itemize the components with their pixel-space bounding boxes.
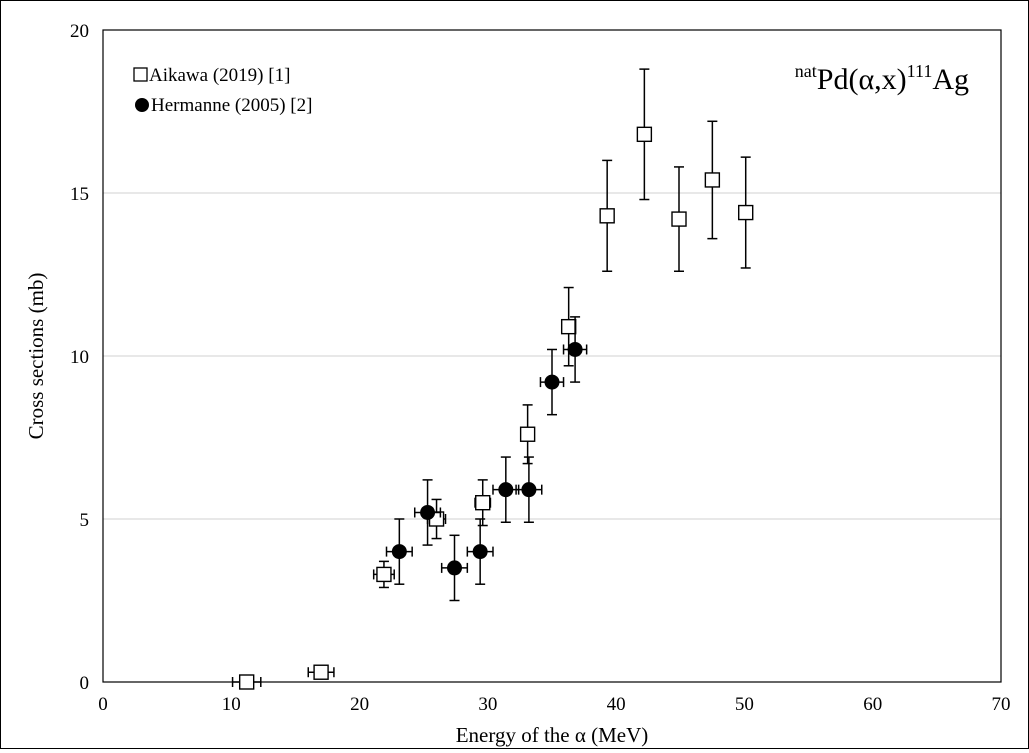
data-point-open-square xyxy=(738,204,754,221)
title-target-superscript: nat xyxy=(795,61,817,81)
data-point-filled-circle xyxy=(544,374,560,390)
y-tick-labels: 0 5 10 15 20 xyxy=(70,21,89,694)
data-point-open-square xyxy=(560,318,577,335)
x-tick-label: 40 xyxy=(607,694,626,715)
data-point-filled-circle xyxy=(420,504,436,520)
data-point-filled-circle xyxy=(567,341,583,357)
data-series xyxy=(231,68,754,690)
data-point-filled-circle xyxy=(521,482,537,498)
y-tick-label: 5 xyxy=(80,510,90,531)
y-tick-label: 20 xyxy=(70,21,89,42)
x-tick-labels: 0 10 20 30 40 50 60 70 xyxy=(98,694,1010,715)
data-point-open-square xyxy=(519,426,536,442)
x-tick-label: 60 xyxy=(863,694,882,715)
data-point-open-square xyxy=(475,495,491,511)
data-point-open-square xyxy=(313,664,329,680)
y-tick-label: 10 xyxy=(70,347,89,368)
data-point-open-square xyxy=(599,208,615,224)
data-point-filled-circle xyxy=(498,482,514,498)
legend-label-aikawa: Aikawa (2019) [1] xyxy=(149,65,290,86)
plot-area-border xyxy=(102,29,1002,683)
x-tick-label: 20 xyxy=(350,694,369,715)
data-point-open-square xyxy=(671,211,687,227)
series-hermanne xyxy=(385,316,588,602)
y-tick-label: 15 xyxy=(70,184,89,205)
y-axis-label: Cross sections (mb) xyxy=(24,273,48,440)
data-point-open-square xyxy=(376,566,392,583)
series-aikawa xyxy=(231,68,754,690)
legend-label-hermanne: Hermanne (2005) [2] xyxy=(151,95,312,116)
x-axis-label: Energy of the α (MeV) xyxy=(456,723,649,747)
legend: Aikawa (2019) [1] Hermanne (2005) [2] xyxy=(133,65,312,116)
x-tick-label: 30 xyxy=(478,694,497,715)
legend-marker-open-square xyxy=(133,67,148,82)
y-tick-label: 0 xyxy=(80,673,90,694)
title-mass-superscript: 111 xyxy=(907,61,933,81)
x-tick-label: 50 xyxy=(735,694,754,715)
data-point-filled-circle xyxy=(472,544,488,560)
data-point-filled-circle xyxy=(447,560,463,576)
x-tick-label: 10 xyxy=(222,694,241,715)
legend-item-hermanne: Hermanne (2005) [2] xyxy=(135,95,312,116)
title-reaction: Pd(α,x) xyxy=(817,63,907,96)
data-point-open-square xyxy=(704,172,721,188)
title-product: Ag xyxy=(932,63,969,96)
data-point-filled-circle xyxy=(391,544,407,560)
data-point-open-square xyxy=(238,674,255,690)
x-tick-label: 0 xyxy=(98,694,108,715)
chart-title: natPd(α,x)111Ag xyxy=(795,61,969,96)
legend-item-aikawa: Aikawa (2019) [1] xyxy=(133,65,290,86)
legend-marker-filled-circle xyxy=(135,98,149,112)
data-point-open-square xyxy=(636,126,653,143)
x-tick-label: 70 xyxy=(992,694,1011,715)
